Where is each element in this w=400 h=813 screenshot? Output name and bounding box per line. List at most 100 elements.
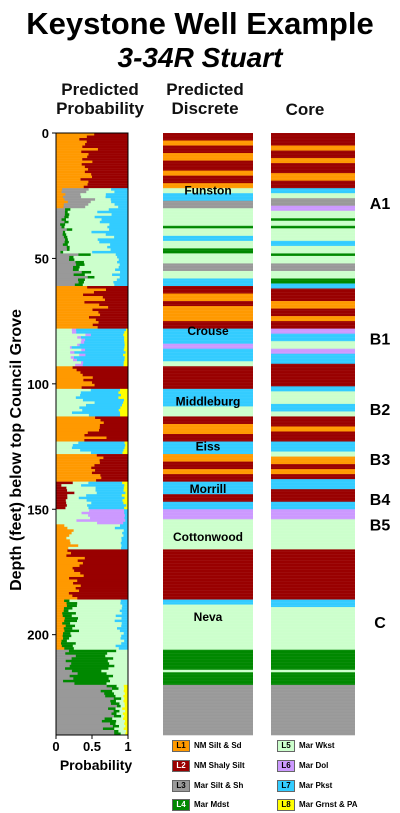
- probability-bar: [56, 280, 79, 284]
- legend-swatch: L4: [172, 799, 190, 811]
- probability-bar: [114, 732, 121, 736]
- probability-bar: [56, 584, 82, 588]
- probability-bar: [56, 694, 106, 698]
- probability-bar: [56, 220, 65, 224]
- probability-bar: [56, 684, 107, 688]
- probability-bar: [124, 331, 129, 334]
- probability-bar: [97, 148, 129, 151]
- probability-bar: [56, 456, 104, 460]
- probability-bar: [56, 225, 62, 229]
- legend-swatch: L6: [277, 760, 295, 772]
- probability-bar: [79, 564, 129, 568]
- probability-bar: [56, 587, 76, 590]
- probability-bar: [121, 642, 129, 645]
- probability-bar: [68, 609, 121, 613]
- probability-bar: [124, 341, 129, 344]
- formation-labels: Funston Crouse Middleburg Eiss Morrill Cotton…: [173, 184, 243, 624]
- probability-bar: [56, 210, 66, 214]
- probability-bar: [56, 195, 64, 199]
- probability-bar: [56, 428, 100, 432]
- probability-bar: [56, 333, 86, 337]
- probability-bar: [56, 426, 101, 430]
- core-track: [271, 132, 355, 736]
- probability-bar: [56, 687, 113, 691]
- probability-bar: [88, 203, 115, 206]
- probability-bar: [81, 270, 92, 274]
- probability-bar: [65, 652, 108, 655]
- discrete-interval: [163, 649, 253, 671]
- probability-bar: [125, 519, 129, 522]
- probability-bar: [81, 386, 129, 390]
- probability-bar: [56, 524, 65, 528]
- probability-bar: [56, 707, 109, 711]
- probability-bar: [91, 173, 129, 176]
- probability-bar: [102, 727, 115, 731]
- probability-bar: [56, 644, 63, 648]
- probability-bar: [62, 614, 73, 618]
- probability-bar: [114, 283, 129, 287]
- probability-bar: [70, 208, 110, 211]
- core-interval: [271, 188, 355, 194]
- probability-bar: [56, 727, 104, 731]
- probability-bar: [64, 215, 69, 219]
- probability-bar: [56, 336, 78, 339]
- formation-label: Morrill: [190, 482, 227, 496]
- probability-bar: [56, 599, 65, 603]
- probability-bar: [56, 321, 99, 324]
- probability-bar: [56, 270, 83, 274]
- probability-bar: [80, 178, 129, 181]
- probability-bar: [62, 230, 66, 234]
- probability-bar: [121, 634, 129, 638]
- discrete-interval: [163, 133, 253, 141]
- probability-bar: [88, 506, 125, 510]
- probability-bar: [56, 519, 77, 522]
- probability-bar: [56, 637, 64, 640]
- probability-bar: [111, 213, 129, 216]
- probability-bar: [56, 491, 75, 495]
- probability-bar: [56, 153, 89, 156]
- probability-bar: [105, 195, 129, 199]
- probability-bar: [124, 687, 129, 691]
- probability-bar: [56, 544, 79, 548]
- probability-bar: [123, 333, 129, 337]
- probability-bar: [56, 607, 65, 610]
- probability-bar: [56, 657, 72, 660]
- discrete-interval: [163, 481, 253, 495]
- probability-bar: [63, 637, 70, 640]
- probability-bar: [99, 423, 129, 427]
- probability-bar: [77, 619, 115, 623]
- probability-bar: [67, 549, 129, 553]
- probability-bar: [56, 180, 89, 184]
- probability-bar: [56, 418, 101, 422]
- probability-bar: [121, 612, 129, 615]
- core-interval: [271, 163, 355, 174]
- probability-bar: [72, 228, 110, 232]
- probability-bar: [56, 569, 75, 573]
- probability-bar: [79, 589, 129, 593]
- y-tick-label: 0: [42, 126, 49, 141]
- column-header-probability: Predicted Probability: [56, 80, 144, 118]
- probability-bar: [56, 612, 63, 615]
- legend-entry: L2 NM Shaly Silt: [172, 760, 245, 772]
- probability-bar: [56, 554, 67, 558]
- probability-bar: [56, 361, 82, 364]
- probability-bar: [66, 245, 70, 249]
- probability-bar: [70, 351, 75, 354]
- discrete-interval: [163, 406, 253, 417]
- probability-bar: [66, 501, 92, 505]
- probability-bar: [92, 376, 129, 380]
- probability-bar: [56, 218, 62, 221]
- probability-bar: [120, 413, 129, 417]
- probability-bar: [64, 524, 121, 528]
- probability-bar: [114, 727, 124, 731]
- probability-bar: [111, 188, 129, 191]
- probability-bar: [92, 381, 129, 385]
- probability-bar: [65, 238, 69, 242]
- probability-bar: [123, 684, 129, 688]
- probability-bar: [118, 396, 129, 400]
- probability-bar: [99, 303, 129, 307]
- probability-bar: [56, 602, 67, 605]
- probability-bar: [87, 504, 127, 507]
- probability-bar: [76, 263, 85, 267]
- probability-bar: [123, 521, 129, 525]
